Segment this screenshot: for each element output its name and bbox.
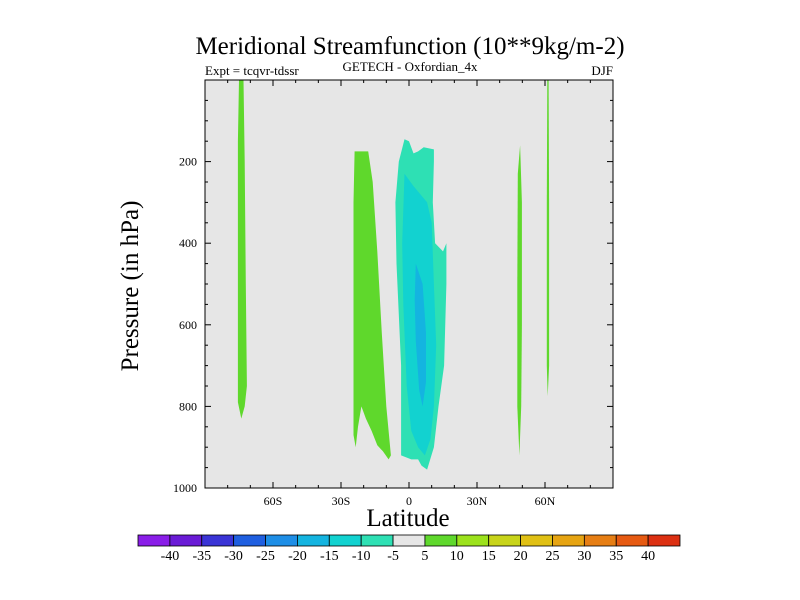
colorbar-swatch (456, 534, 490, 547)
colorbar-swatch (488, 534, 521, 547)
region-equatorial-inner-core (414, 263, 426, 407)
x-tick-label: 30N (467, 494, 488, 508)
colorbar-label: -40 (161, 549, 180, 564)
colorbar-swatch (297, 534, 330, 547)
colorbar-swatch (647, 534, 681, 547)
y-tick-label: 600 (179, 318, 197, 332)
region-nh-high-lat-positive (546, 80, 550, 397)
colorbar-label: -35 (192, 549, 211, 564)
colorbar-label: -10 (352, 549, 371, 564)
model-label: GETECH - Oxfordian_4x (342, 59, 478, 74)
region-sh-subtropical-positive (353, 151, 391, 460)
y-tick-label: 800 (179, 399, 197, 413)
colorbar-swatch (520, 534, 553, 547)
colorbar-label: 25 (546, 549, 560, 564)
axis-ticks: 200 400 600 800 1000 60S 30S 0 30N 60N (173, 80, 613, 508)
y-tick-label: 400 (179, 236, 197, 250)
colorbar-label: 15 (482, 549, 496, 564)
season-label: DJF (591, 63, 613, 78)
x-tick-label: 30S (332, 494, 351, 508)
x-tick-label: 60S (264, 494, 283, 508)
colorbar-swatch (265, 534, 298, 547)
colorbar-swatch (169, 534, 203, 547)
x-tick-label: 0 (406, 494, 412, 508)
colorbar-swatch (615, 534, 649, 547)
chart-title: Meridional Streamfunction (10**9kg/m-2) (195, 33, 624, 60)
colorbar-label: 20 (514, 549, 528, 564)
colorbar-label: -30 (224, 549, 243, 564)
colorbar-label: 40 (641, 549, 655, 564)
x-axis-title: Latitude (366, 505, 449, 532)
colorbar-label: 35 (609, 549, 623, 564)
colorbar-swatch (360, 534, 394, 547)
contour-regions (237, 80, 550, 470)
colorbar-swatch (552, 534, 585, 547)
colorbar-label: -20 (288, 549, 307, 564)
colorbar-label: 30 (577, 549, 591, 564)
colorbar-label: 5 (421, 549, 428, 564)
colorbar-swatch (137, 534, 171, 547)
colorbar-label: 10 (450, 549, 464, 564)
y-tick-label: 200 (179, 155, 197, 169)
colorbar-swatch (328, 534, 362, 547)
x-tick-label: 60N (535, 494, 556, 508)
colorbar-label: -15 (320, 549, 339, 564)
region-nh-midlat-positive (517, 145, 522, 456)
colorbar: -40 -35 -30 -25 -20 -15 -10 -5 5 10 15 20 25 30 35 40 (137, 534, 681, 564)
colorbar-swatch (583, 534, 617, 547)
region-sh-high-lat-positive (237, 80, 247, 419)
colorbar-swatch (201, 534, 235, 547)
y-axis-title: Pressure (in hPa) (117, 201, 144, 372)
colorbar-swatch (424, 534, 458, 547)
experiment-label: Expt = tcqvr-tdssr (205, 63, 299, 78)
colorbar-label: -25 (256, 549, 275, 564)
colorbar-swatch (392, 534, 426, 547)
colorbar-swatch (233, 534, 266, 547)
y-tick-label: 1000 (173, 481, 197, 495)
colorbar-label: -5 (387, 549, 399, 564)
